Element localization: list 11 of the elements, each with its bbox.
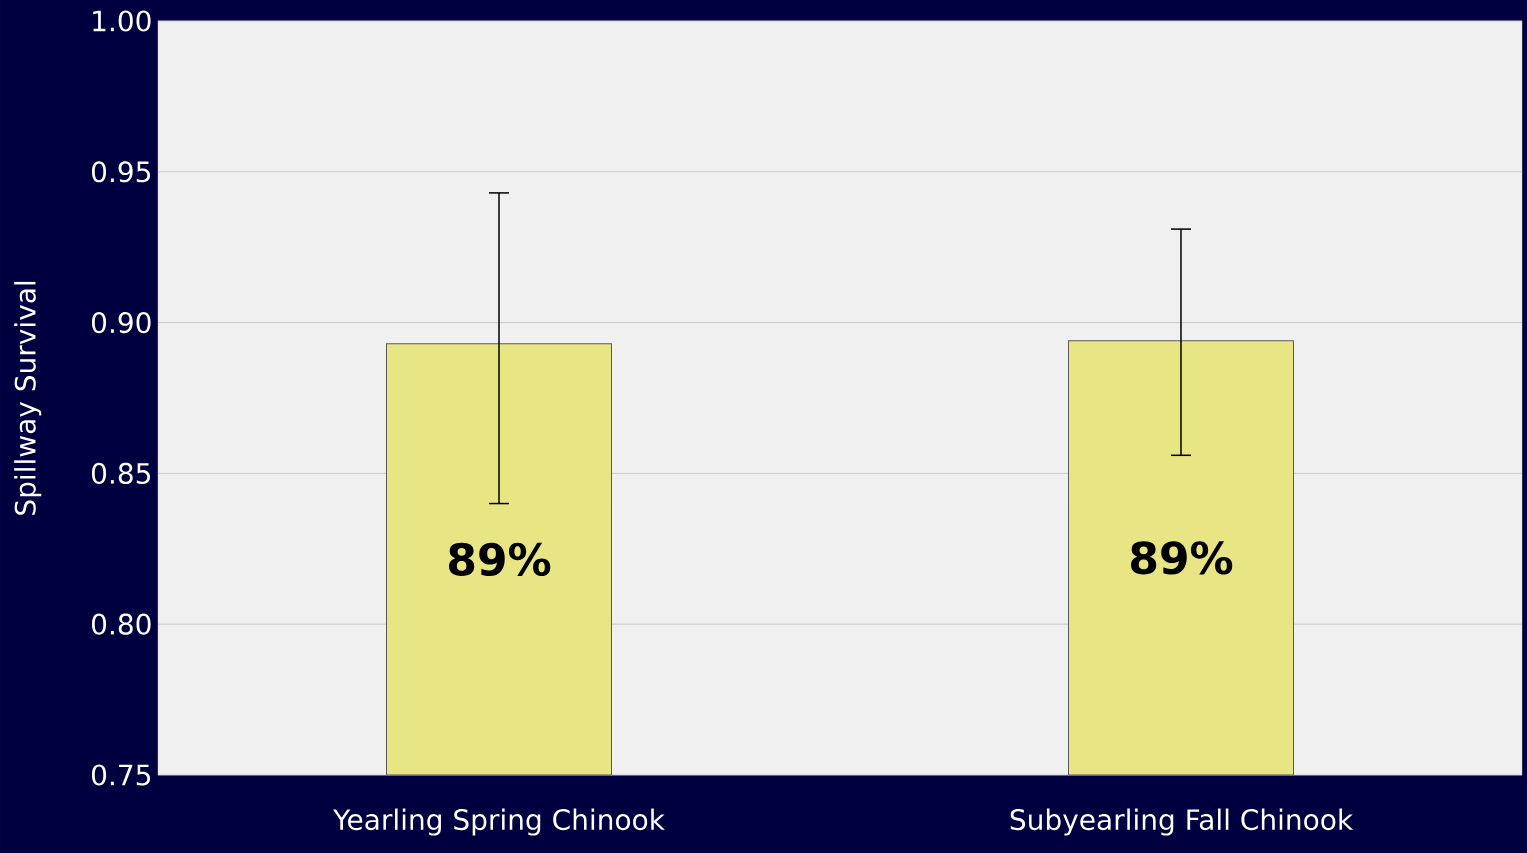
y-axis-title: Spillway Survival — [14, 281, 42, 515]
y-tick-label: 0.90 — [91, 312, 151, 334]
data-label: 89% — [1131, 541, 1233, 575]
y-tick-label: 0.85 — [91, 462, 151, 484]
data-label: 89% — [449, 542, 551, 576]
y-tick-label: 0.80 — [91, 613, 151, 635]
y-tick-label: 0.95 — [91, 161, 151, 183]
y-tick-label: 1.00 — [93, 10, 151, 32]
y-tick-label: 0.75 — [91, 764, 151, 786]
x-tick-label: Yearling Spring Chinook — [333, 808, 665, 836]
x-tick-label: Subyearling Fall Chinook — [1010, 808, 1354, 836]
